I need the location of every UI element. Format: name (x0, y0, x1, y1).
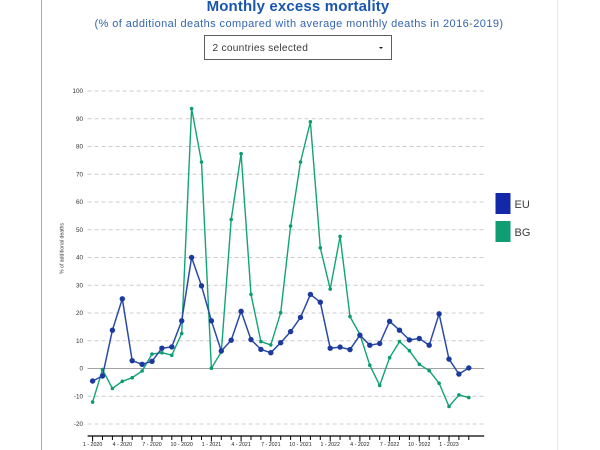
svg-text:-10: -10 (74, 393, 84, 400)
svg-text:10: 10 (76, 338, 84, 345)
svg-text:90: 90 (76, 116, 84, 123)
svg-text:100: 100 (72, 88, 83, 95)
svg-text:1 - 2023: 1 - 2023 (439, 442, 458, 448)
svg-text:20: 20 (76, 310, 84, 317)
svg-text:1 - 2021: 1 - 2021 (202, 442, 221, 448)
svg-text:1 - 2020: 1 - 2020 (83, 442, 102, 448)
svg-text:BG: BG (515, 227, 531, 239)
svg-text:-20: -20 (74, 421, 84, 428)
svg-text:4 - 2021: 4 - 2021 (231, 442, 250, 448)
svg-text:% of additional deaths: % of additional deaths (60, 223, 66, 274)
svg-text:1 - 2022: 1 - 2022 (320, 442, 339, 448)
svg-text:4 - 2020: 4 - 2020 (113, 442, 132, 448)
svg-text:10 - 2021: 10 - 2021 (289, 442, 311, 448)
svg-text:7 - 2022: 7 - 2022 (380, 442, 399, 448)
svg-text:50: 50 (76, 227, 84, 234)
svg-text:10 - 2022: 10 - 2022 (408, 442, 430, 448)
svg-text:4 - 2022: 4 - 2022 (350, 442, 369, 448)
svg-text:60: 60 (76, 199, 84, 206)
svg-text:70: 70 (76, 171, 84, 178)
svg-text:40: 40 (76, 255, 84, 262)
svg-text:7 - 2021: 7 - 2021 (261, 442, 280, 448)
svg-text:30: 30 (76, 282, 84, 289)
svg-text:0: 0 (79, 366, 83, 373)
svg-text:EU: EU (515, 199, 530, 211)
svg-text:80: 80 (76, 144, 84, 151)
svg-text:10 - 2020: 10 - 2020 (171, 442, 193, 448)
svg-text:7 - 2020: 7 - 2020 (142, 442, 161, 448)
